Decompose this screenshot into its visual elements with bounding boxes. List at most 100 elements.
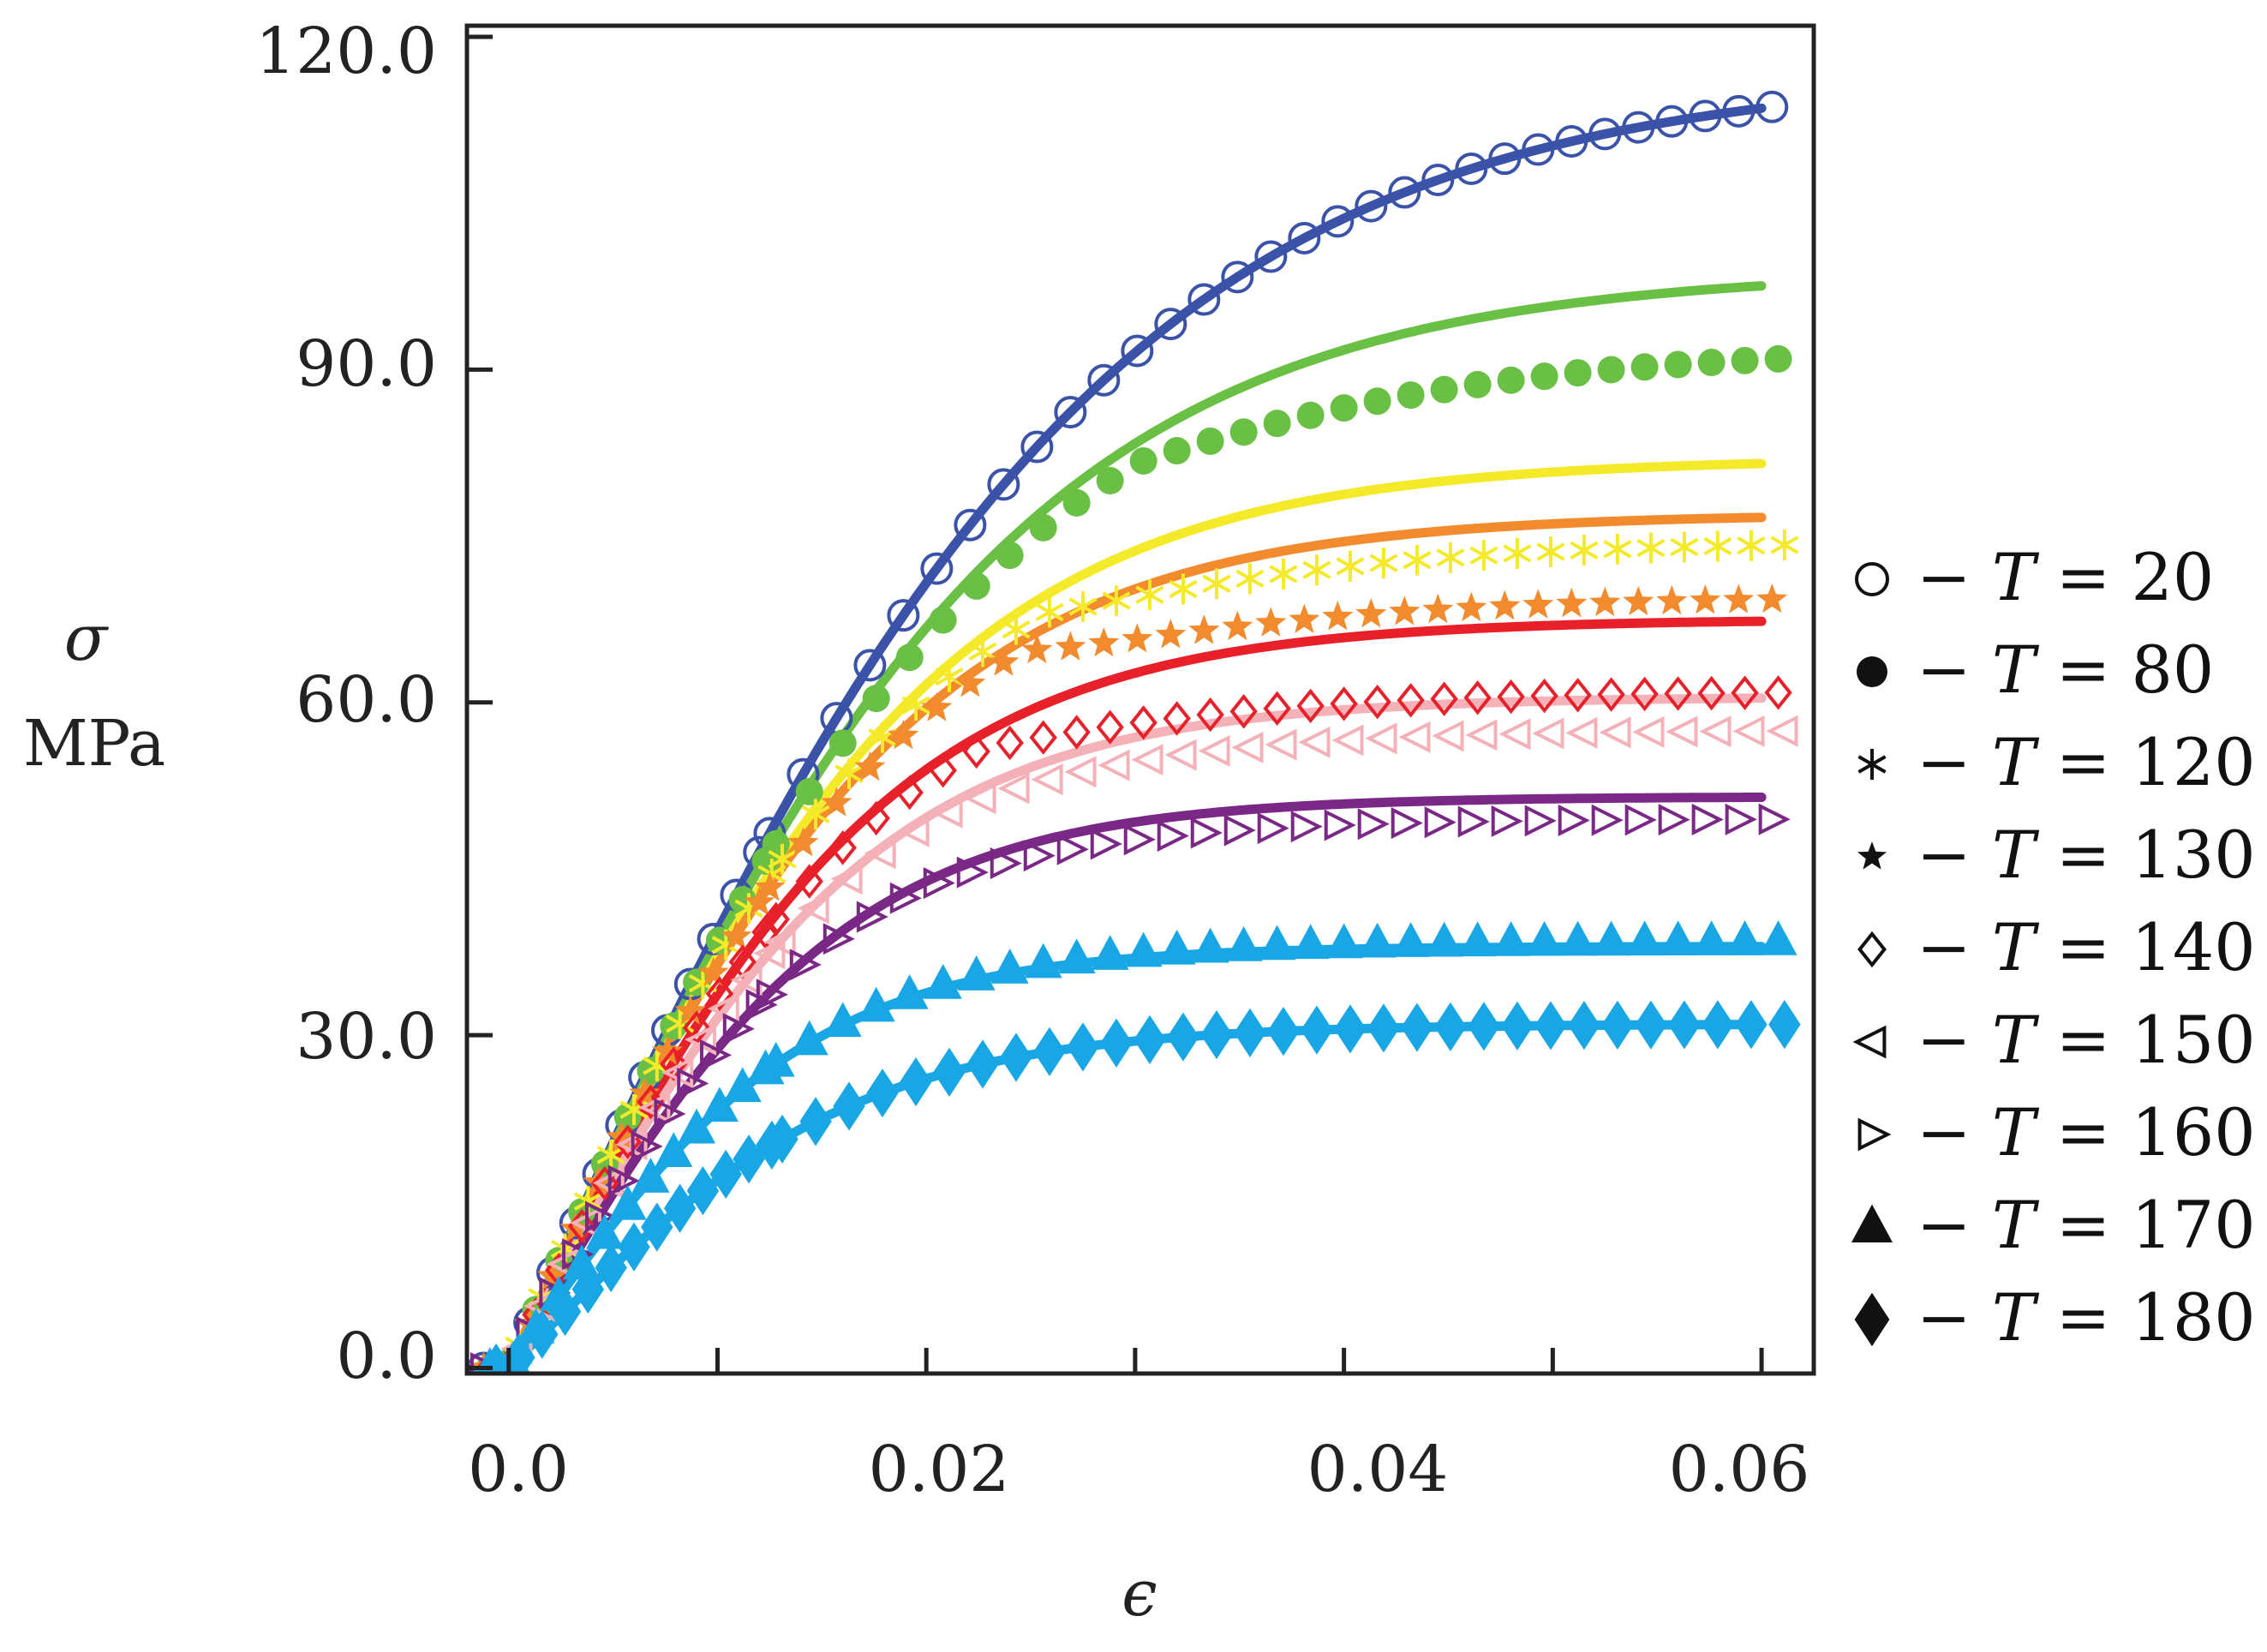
data-point xyxy=(629,1077,661,1107)
data-point xyxy=(762,901,790,937)
data-point xyxy=(1102,585,1131,617)
legend-label: − T = 140 xyxy=(1917,909,2256,985)
data-point xyxy=(990,847,1022,880)
y-axis-tick-labels: 0.0 30.0 60.0 90.0 120.0 xyxy=(255,15,437,1393)
data-point xyxy=(1365,722,1397,755)
data-point xyxy=(1659,920,1697,955)
data-point xyxy=(1163,437,1191,465)
data-point xyxy=(631,1130,663,1163)
legend-item-180: − T = 180 xyxy=(1854,1279,2256,1356)
data-point xyxy=(1096,709,1124,745)
data-point xyxy=(1269,559,1298,590)
data-point xyxy=(722,1013,755,1045)
data-point xyxy=(1358,922,1397,958)
data-point xyxy=(1456,591,1487,622)
data-point xyxy=(1302,554,1331,586)
data-point xyxy=(1330,686,1358,721)
data-point xyxy=(1457,805,1490,838)
legend-value: = 20 xyxy=(2036,539,2215,615)
data-point xyxy=(1288,221,1321,254)
data-point xyxy=(596,1139,625,1170)
data-point xyxy=(1398,721,1431,753)
data-point xyxy=(900,1056,932,1107)
data-point xyxy=(966,1039,999,1089)
legend-label: − T = 120 xyxy=(1917,724,2256,800)
data-point xyxy=(954,667,986,697)
data-point xyxy=(1655,105,1689,138)
data-point xyxy=(1599,716,1631,749)
data-point xyxy=(1492,921,1530,956)
data-point xyxy=(1632,715,1665,748)
data-point xyxy=(997,772,1030,805)
x-tick-label: 0.02 xyxy=(869,1433,1010,1506)
data-point xyxy=(1188,614,1220,644)
data-point xyxy=(559,1212,591,1242)
legend-value: = 160 xyxy=(2036,1094,2256,1170)
data-point xyxy=(862,800,890,836)
data-point xyxy=(1430,681,1458,716)
data-point xyxy=(1722,94,1756,128)
data-point xyxy=(996,725,1024,761)
y-axis-title: σ xyxy=(64,602,110,675)
data-point xyxy=(655,1132,693,1168)
data-point xyxy=(920,552,954,585)
data-point xyxy=(1689,99,1722,133)
data-point xyxy=(1697,675,1726,711)
data-point xyxy=(1737,530,1766,561)
data-point xyxy=(1664,676,1692,711)
data-point xyxy=(1088,627,1120,657)
legend-symbol: T xyxy=(1992,539,2040,615)
data-point xyxy=(823,1002,862,1038)
plot-frame xyxy=(464,23,1816,1376)
data-point xyxy=(853,649,887,682)
data-point xyxy=(856,901,888,933)
data-point xyxy=(1758,803,1791,835)
data-point xyxy=(1355,189,1388,223)
data-point xyxy=(1002,614,1031,645)
data-point xyxy=(1024,943,1062,979)
data-point xyxy=(1469,540,1498,572)
data-point xyxy=(1258,925,1296,961)
data-point xyxy=(1064,756,1097,788)
data-point xyxy=(1497,366,1525,394)
data-point xyxy=(1589,586,1621,617)
data-point xyxy=(996,542,1024,570)
data-point xyxy=(1229,418,1258,446)
data-point xyxy=(1062,488,1091,517)
legend-label: − T = 130 xyxy=(1917,817,2256,893)
legend-label: − T = 180 xyxy=(1917,1279,2256,1356)
data-point xyxy=(929,606,957,634)
data-point xyxy=(1624,804,1657,836)
data-point xyxy=(789,949,822,981)
data-point xyxy=(1155,619,1187,649)
data-point xyxy=(1725,803,1757,835)
data-point xyxy=(956,856,989,889)
data-point xyxy=(1664,350,1692,379)
data-point xyxy=(888,719,919,750)
data-point xyxy=(1062,715,1091,750)
data-point xyxy=(1625,920,1664,956)
data-point xyxy=(787,827,819,857)
series-markers-170 xyxy=(476,920,1797,1374)
data-point xyxy=(957,955,996,991)
data-point xyxy=(1764,344,1792,373)
legend-marker-icon xyxy=(1852,1025,1887,1059)
data-point xyxy=(503,1332,535,1374)
data-point xyxy=(1363,387,1391,416)
data-point xyxy=(1096,467,1124,495)
data-point xyxy=(1703,530,1732,562)
data-point xyxy=(890,974,929,1009)
data-point xyxy=(699,1038,733,1071)
data-point xyxy=(962,572,990,600)
data-point xyxy=(1301,1005,1333,1055)
data-point xyxy=(1035,596,1064,628)
data-point xyxy=(1764,675,1792,710)
data-point xyxy=(1090,828,1122,860)
data-point xyxy=(1254,240,1288,273)
data-point xyxy=(1463,370,1492,398)
data-point xyxy=(697,956,729,986)
data-point xyxy=(1331,724,1364,757)
y-tick-label: 0.0 xyxy=(336,1320,437,1393)
data-point xyxy=(923,867,955,900)
